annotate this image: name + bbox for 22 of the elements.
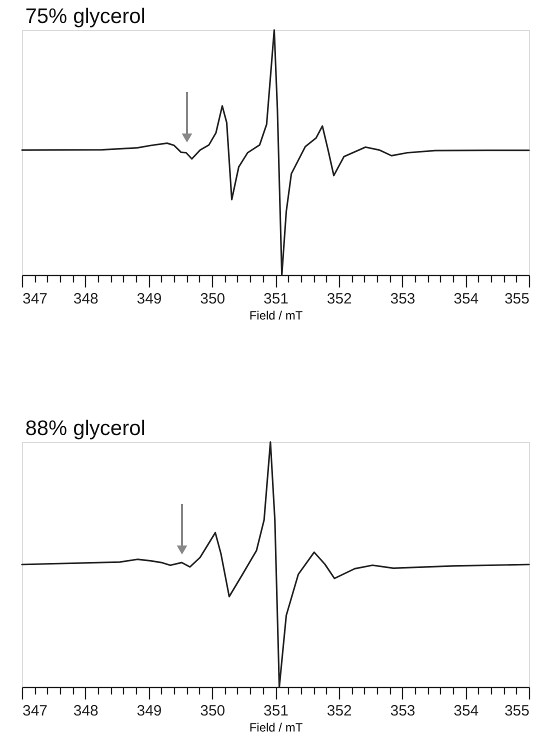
x-tick-label: 348 [73, 702, 98, 720]
x-tick-label: 351 [263, 290, 289, 308]
x-tick-label: 354 [454, 702, 479, 720]
x-tick-label: 352 [326, 290, 352, 308]
x-tick-label: 347 [22, 290, 48, 308]
x-tick-label: 349 [136, 702, 162, 720]
x-axis-title: Field / mT [249, 308, 304, 322]
x-tick-label: 350 [200, 290, 226, 308]
x-tick-label: 354 [454, 290, 479, 308]
x-axis-title: Field / mT [249, 720, 304, 734]
x-tick-label: 352 [326, 702, 352, 720]
x-tick-label: 351 [263, 702, 289, 720]
chart-title: 88% glycerol [25, 417, 146, 440]
x-tick-label: 350 [200, 702, 226, 720]
x-tick-label: 349 [136, 290, 162, 308]
x-tick-label: 347 [22, 702, 48, 720]
x-tick-label: 348 [73, 290, 98, 308]
x-tick-label: 353 [390, 290, 416, 308]
x-tick-label: 355 [504, 290, 530, 308]
x-tick-label: 353 [390, 702, 416, 720]
chart-title: 75% glycerol [25, 5, 146, 28]
x-tick-label: 355 [504, 702, 530, 720]
